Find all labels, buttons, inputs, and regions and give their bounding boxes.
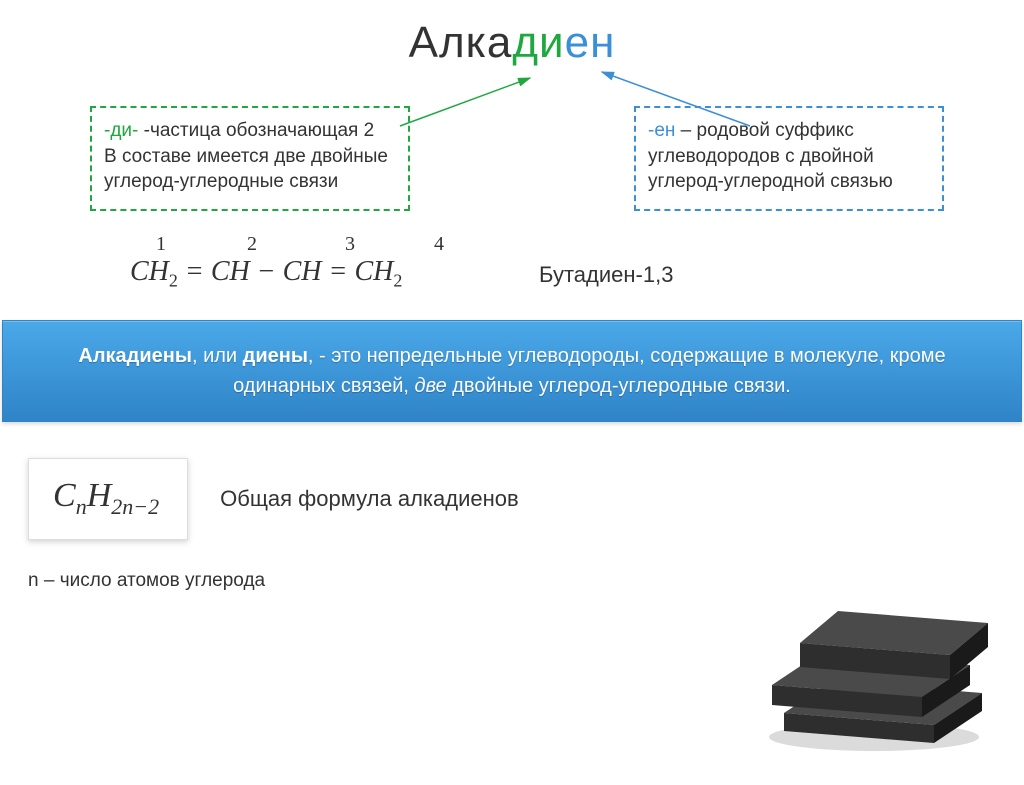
general-formula-box: CnH2n−2 — [28, 458, 188, 541]
slide-title: Алкадиен — [0, 18, 1024, 68]
general-formula-row: CnH2n−2 Общая формула алкадиенов — [0, 458, 1024, 541]
box-green-highlight: -ди- — [104, 120, 138, 141]
box-en-explanation: -ен – родовой суффикс углеводородов с дв… — [634, 106, 944, 211]
structural-formula-row: 1 2 3 4 CH2 = CH − CH = CH2 Бутадиен-1,3 — [0, 233, 1024, 292]
carbon-num-1: 1 — [156, 233, 198, 256]
carbon-num-2: 2 — [203, 233, 301, 256]
def-bold-1: Алкадиены — [78, 345, 192, 367]
box-blue-text: – родовой суффикс углеводородов с двойно… — [648, 120, 893, 192]
def-bold-2: диены — [243, 345, 308, 367]
title-part-alka: Алка — [409, 18, 513, 67]
title-part-di: ди — [512, 18, 564, 67]
definition-banner: Алкадиены, или диены, - это непредельные… — [2, 320, 1022, 422]
structural-formula: CH2 = CH − CH = CH2 — [130, 256, 479, 292]
carbon-numbers: 1 2 3 4 — [130, 233, 479, 256]
def-italic-1: две — [415, 375, 447, 397]
box-blue-highlight: -ен — [648, 120, 675, 141]
carbon-num-3: 3 — [306, 233, 394, 256]
structural-formula-block: 1 2 3 4 CH2 = CH − CH = CH2 — [130, 233, 479, 292]
explanation-boxes-row: -ди- -частица обозначающая 2В составе им… — [0, 106, 1024, 211]
general-formula-label: Общая формула алкадиенов — [220, 486, 519, 512]
carbon-num-4: 4 — [399, 233, 479, 256]
box-green-text: -частица обозначающая 2В составе имеется… — [104, 120, 388, 192]
title-part-en: ен — [565, 18, 616, 67]
rubber-slabs-icon — [734, 565, 994, 755]
def-text-3: двойные углерод-углеродные связи. — [447, 375, 791, 397]
def-text-1: , или — [192, 345, 243, 367]
box-di-explanation: -ди- -частица обозначающая 2В составе им… — [90, 106, 410, 211]
compound-name: Бутадиен-1,3 — [539, 262, 673, 292]
rubber-slab-top — [800, 611, 988, 679]
